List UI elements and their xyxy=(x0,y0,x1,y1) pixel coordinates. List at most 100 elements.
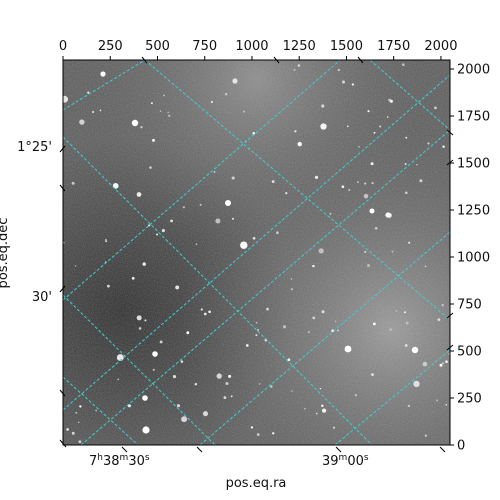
star-8 xyxy=(230,395,233,398)
star-55 xyxy=(364,250,367,254)
star-131 xyxy=(225,381,229,386)
star-14 xyxy=(269,385,273,388)
top-tick-label-3: 750 xyxy=(192,39,217,54)
star-90 xyxy=(117,378,119,381)
star-78 xyxy=(182,206,185,209)
star-59 xyxy=(136,315,142,321)
star-150 xyxy=(287,358,291,362)
world-tick-11 xyxy=(357,56,364,64)
ra-tick-label-2: 39m00s xyxy=(322,453,369,469)
star-94 xyxy=(357,181,359,183)
star-69 xyxy=(441,362,444,365)
world-ticks xyxy=(59,56,454,453)
star-32 xyxy=(99,109,102,112)
star-159 xyxy=(347,125,349,128)
star-88 xyxy=(434,106,437,110)
star-6 xyxy=(379,125,382,128)
coordinate-grid xyxy=(63,60,450,445)
plot-frame xyxy=(62,59,451,446)
star-134 xyxy=(92,111,95,113)
star-3 xyxy=(152,138,155,142)
star-89 xyxy=(243,110,245,113)
star-138 xyxy=(413,380,420,388)
star-70 xyxy=(342,80,345,84)
right-tick-label-7: 1750 xyxy=(457,110,490,125)
star-110 xyxy=(319,387,322,390)
dec-tick-label-2: 30' xyxy=(32,290,52,305)
star-118 xyxy=(240,241,248,249)
star-17 xyxy=(297,64,301,67)
star-163 xyxy=(168,114,171,117)
grid-line-9 xyxy=(369,60,450,131)
star-126 xyxy=(351,83,355,86)
star-143 xyxy=(337,68,340,72)
world-tick-3 xyxy=(59,389,66,397)
star-50 xyxy=(370,162,374,166)
star-61 xyxy=(257,329,259,331)
star-41 xyxy=(181,416,188,423)
star-39 xyxy=(252,236,256,240)
star-43 xyxy=(424,434,427,437)
star-85 xyxy=(271,180,275,184)
star-157 xyxy=(87,91,90,94)
grid-line-3 xyxy=(63,60,342,301)
star-10 xyxy=(329,212,332,215)
star-128 xyxy=(142,262,146,266)
star-63 xyxy=(63,95,69,103)
star-12 xyxy=(159,110,162,112)
world-tick-1 xyxy=(59,184,66,192)
star-98 xyxy=(210,100,214,104)
star-45 xyxy=(445,360,448,364)
top-tick-label-1: 250 xyxy=(98,39,123,54)
star-36 xyxy=(159,340,163,344)
star-54 xyxy=(304,407,306,410)
star-127 xyxy=(225,93,228,96)
star-23 xyxy=(186,331,190,335)
star-49 xyxy=(405,136,408,139)
world-tick-14 xyxy=(446,312,454,319)
star-56 xyxy=(374,227,378,230)
star-58 xyxy=(78,440,82,444)
star-141 xyxy=(150,102,153,105)
top-tick-label-4: 1000 xyxy=(235,39,268,54)
star-47 xyxy=(95,409,97,412)
star-5 xyxy=(202,411,209,417)
grid-line-4 xyxy=(63,60,146,111)
star-4 xyxy=(105,240,108,243)
star-152 xyxy=(258,383,261,385)
right-tick-label-0: 0 xyxy=(457,439,465,454)
star-137 xyxy=(71,431,75,435)
world-tick-13 xyxy=(446,159,454,166)
star-119 xyxy=(66,428,69,431)
top-tick-label-0: 0 xyxy=(59,39,67,54)
world-tick-6 xyxy=(196,446,203,453)
star-105 xyxy=(71,181,75,185)
star-147 xyxy=(424,265,427,268)
star-20 xyxy=(282,325,287,329)
right-tick-label-2: 500 xyxy=(457,345,482,360)
star-86 xyxy=(216,373,222,379)
star-42 xyxy=(404,162,407,166)
star-92 xyxy=(148,224,151,227)
star-100 xyxy=(293,68,296,71)
right-tick-label-1: 250 xyxy=(457,392,482,407)
star-166 xyxy=(208,310,211,314)
star-34 xyxy=(419,179,423,183)
image-area xyxy=(63,60,450,445)
star-2 xyxy=(348,189,351,191)
world-tick-7 xyxy=(335,446,342,453)
star-158 xyxy=(391,250,394,253)
world-tick-5 xyxy=(121,446,128,453)
star-124 xyxy=(441,304,444,307)
star-97 xyxy=(77,421,80,423)
star-11 xyxy=(215,218,221,224)
star-113 xyxy=(149,166,152,169)
star-103 xyxy=(231,176,235,180)
star-99 xyxy=(367,264,370,267)
star-30 xyxy=(371,181,374,185)
star-21 xyxy=(156,233,159,236)
star-31 xyxy=(405,191,408,195)
star-133 xyxy=(436,399,439,402)
star-60 xyxy=(437,318,441,321)
